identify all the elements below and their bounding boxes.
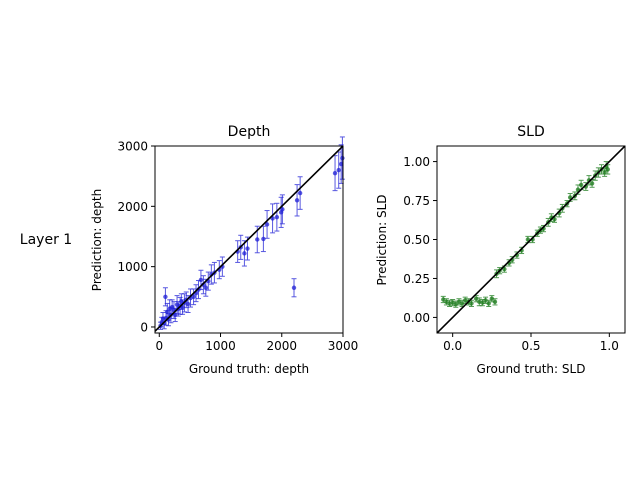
sld-point xyxy=(605,167,610,172)
sld-xtick-label: 0.0 xyxy=(443,339,462,353)
depth-identity-line xyxy=(155,146,343,333)
depth-point xyxy=(165,309,170,315)
sld-point xyxy=(589,181,595,186)
depth-ylabel: Prediction: depth xyxy=(90,189,104,291)
sld-point xyxy=(492,299,498,305)
sld-ytick-label: 0.50 xyxy=(403,233,430,247)
depth-point xyxy=(340,155,345,161)
depth-point xyxy=(274,214,280,220)
sld-point xyxy=(483,298,488,303)
depth-point xyxy=(291,285,297,290)
depth-point xyxy=(185,301,191,307)
sld-point xyxy=(489,296,495,301)
depth-title: Depth xyxy=(228,124,271,140)
depth-point xyxy=(332,170,338,176)
sld-xtick-label: 1.0 xyxy=(600,339,619,353)
depth-point xyxy=(280,207,285,212)
sld-ytick-label: 1.00 xyxy=(403,155,430,169)
sld-panel: 0.0 0.5 1.0 0.00 0.25 0.50 0.75 1.00 SLD Ground t… xyxy=(375,124,626,376)
sld-ytick-label: 0.75 xyxy=(403,194,430,208)
sld-xlabel: Ground truth: SLD xyxy=(477,362,586,376)
depth-point xyxy=(294,198,300,203)
depth-ytick-label: 1000 xyxy=(117,260,148,274)
sld-ytick-label: 0.25 xyxy=(403,272,430,286)
depth-ytick-label: 2000 xyxy=(117,200,148,214)
row-label: Layer 1 xyxy=(20,232,72,248)
depth-ytick-label: 0 xyxy=(140,320,148,334)
depth-xtick-label: 2000 xyxy=(266,339,297,353)
depth-xlabel: Ground truth: depth xyxy=(189,362,309,376)
sld-point xyxy=(473,296,479,301)
sld-ytick-label: 0.00 xyxy=(403,311,430,325)
depth-point xyxy=(191,294,196,300)
sld-point xyxy=(578,182,584,188)
depth-xtick-label: 3000 xyxy=(328,339,359,353)
sld-point xyxy=(469,301,474,306)
depth-ytick-label: 3000 xyxy=(117,140,148,154)
sld-xtick-label: 0.5 xyxy=(521,339,540,353)
sld-title: SLD xyxy=(517,124,544,140)
depth-point xyxy=(163,294,168,300)
depth-point xyxy=(198,277,204,283)
depth-panel: 0 1000 2000 3000 0 1000 2000 3000 Depth Ground tr… xyxy=(90,124,358,376)
sld-identity-line xyxy=(437,146,625,333)
depth-point xyxy=(336,167,341,173)
depth-point xyxy=(242,251,247,256)
depth-point xyxy=(261,236,266,242)
depth-xtick-label: 0 xyxy=(155,339,163,353)
depth-point xyxy=(255,237,260,242)
depth-axes-frame xyxy=(154,145,344,334)
sld-ylabel: Prediction: SLD xyxy=(375,194,389,285)
sld-point xyxy=(459,301,465,306)
depth-point xyxy=(203,285,209,290)
depth-point xyxy=(264,222,270,227)
depth-point xyxy=(297,190,303,196)
depth-xtick-label: 1000 xyxy=(205,339,236,353)
depth-point xyxy=(245,246,250,251)
